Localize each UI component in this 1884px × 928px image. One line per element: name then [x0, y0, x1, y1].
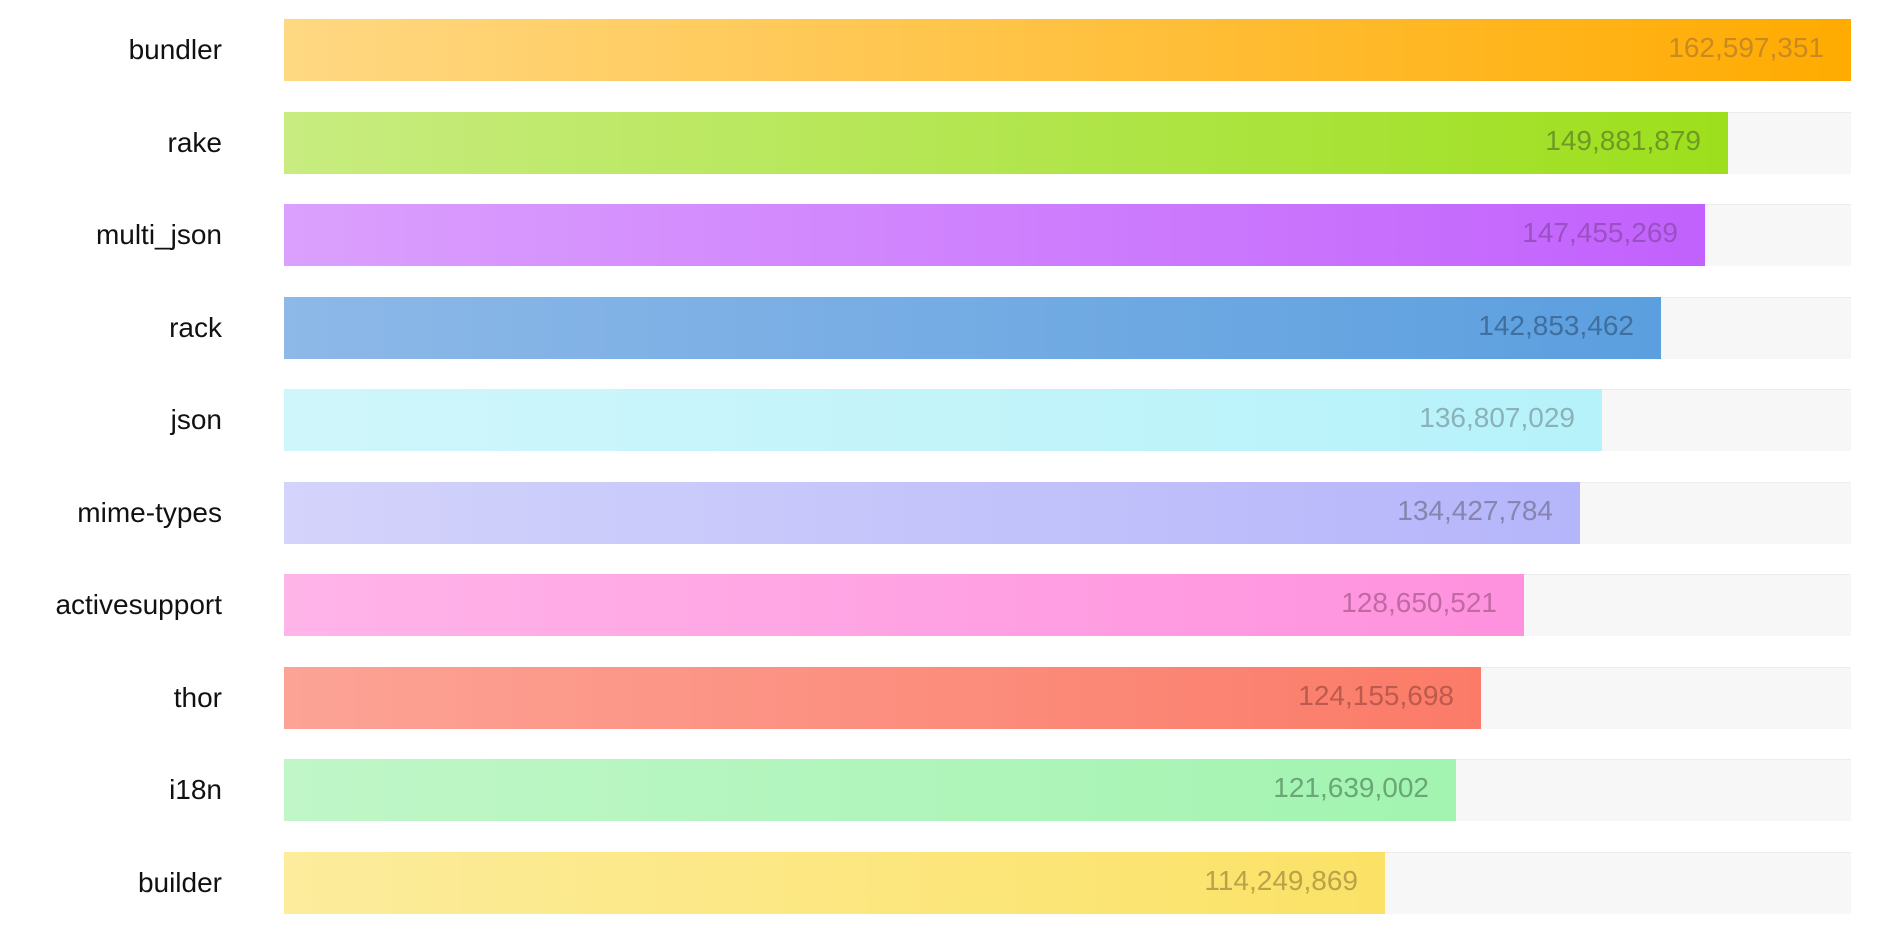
bar-row: mime-types 134,427,784: [0, 481, 1884, 544]
bar-row: thor 124,155,698: [0, 666, 1884, 729]
value-label: 147,455,269: [1522, 217, 1678, 248]
bar: 142,853,462: [284, 296, 1661, 359]
category-label: rack: [169, 311, 222, 343]
bar: 147,455,269: [284, 204, 1705, 266]
bar-row: i18n 121,639,002: [0, 759, 1884, 821]
bar-row: bundler 162,597,351: [0, 19, 1884, 81]
value-label: 121,639,002: [1273, 772, 1429, 803]
value-label: 162,597,351: [1668, 32, 1824, 63]
bar-track: 121,639,002: [284, 759, 1851, 821]
bar: 124,155,698: [284, 666, 1481, 729]
bar: 136,807,029: [284, 389, 1602, 451]
bar-row: multi_json 147,455,269: [0, 204, 1884, 266]
category-label: activesupport: [55, 589, 222, 620]
bar: 162,597,351: [284, 19, 1851, 81]
bar-row: rack 142,853,462: [0, 296, 1884, 359]
category-label: multi_json: [95, 219, 222, 250]
bar: 134,427,784: [284, 481, 1580, 544]
bar-track: 124,155,698: [284, 666, 1851, 729]
category-label: json: [170, 404, 222, 435]
bar-track: 142,853,462: [284, 296, 1851, 359]
bar-track: 136,807,029: [284, 389, 1851, 451]
bar: 121,639,002: [284, 759, 1456, 821]
value-label: 128,650,521: [1341, 587, 1497, 618]
category-label: builder: [137, 866, 222, 898]
bar: 114,249,869: [284, 851, 1385, 914]
bar-row: activesupport 128,650,521: [0, 574, 1884, 636]
bar-row: rake 149,881,879: [0, 111, 1884, 174]
bar-track: 114,249,869: [284, 851, 1851, 914]
bar-track: 128,650,521: [284, 574, 1851, 636]
bar-track: 162,597,351: [284, 19, 1851, 81]
bar-track: 147,455,269: [284, 204, 1851, 266]
value-label: 136,807,029: [1419, 402, 1575, 433]
value-label: 149,881,879: [1545, 124, 1701, 156]
category-label: thor: [173, 681, 222, 713]
bar-track: 134,427,784: [284, 481, 1851, 544]
bar-track: 149,881,879: [284, 111, 1851, 174]
bar-row: builder 114,249,869: [0, 851, 1884, 914]
bar: 149,881,879: [284, 111, 1728, 174]
category-label: i18n: [169, 774, 222, 805]
category-label: rake: [167, 126, 222, 158]
value-label: 114,249,869: [1204, 864, 1358, 896]
bar: 128,650,521: [284, 574, 1524, 636]
value-label: 124,155,698: [1298, 679, 1454, 711]
value-label: 142,853,462: [1478, 309, 1634, 341]
category-label: bundler: [128, 34, 222, 65]
value-label: 134,427,784: [1397, 494, 1553, 526]
bar-row: json 136,807,029: [0, 389, 1884, 451]
category-label: mime-types: [77, 496, 222, 528]
